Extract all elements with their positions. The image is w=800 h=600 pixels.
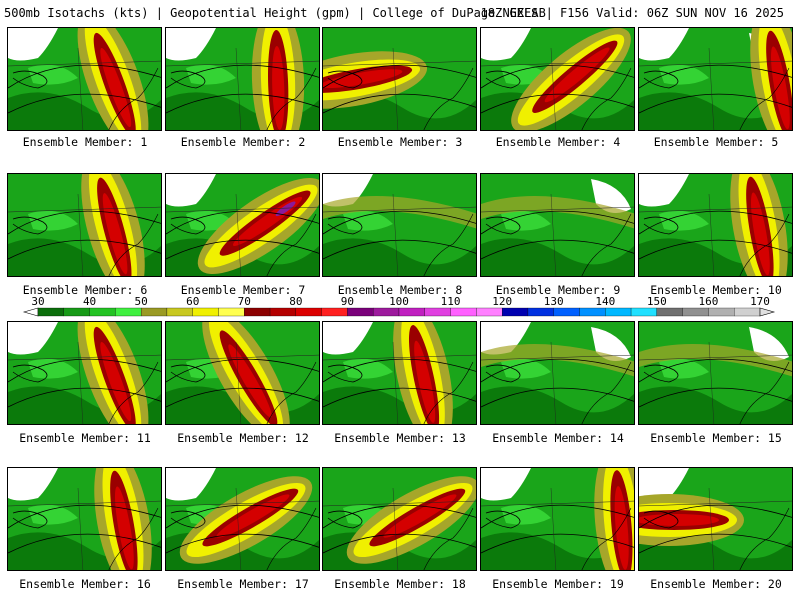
ensemble-map-panel xyxy=(480,173,635,277)
colorbar-swatch xyxy=(244,307,271,317)
run-valid-time: 18Z GEFS | F156 Valid: 06Z SUN NOV 16 20… xyxy=(480,6,784,20)
ensemble-member-label: Ensemble Member: 14 xyxy=(492,431,624,445)
colorbar-swatch xyxy=(140,307,168,317)
colorbar-left-arrow xyxy=(22,307,39,317)
ensemble-member-label: Ensemble Member: 5 xyxy=(653,135,779,149)
colorbar-swatch xyxy=(450,307,477,317)
ensemble-map-panel xyxy=(322,467,477,571)
colorbar-tick-label: 150 xyxy=(647,296,667,308)
ensemble-member-label: Ensemble Member: 10 xyxy=(650,283,782,297)
ensemble-map-panel xyxy=(322,173,477,277)
ensemble-member-label: Ensemble Member: 20 xyxy=(650,577,782,591)
ensemble-map-panel xyxy=(165,467,320,571)
colorbar-tick-label: 60 xyxy=(186,296,199,308)
ensemble-member-label: Ensemble Member: 11 xyxy=(19,431,151,445)
colorbar-swatch xyxy=(527,307,554,317)
ensemble-member-label: Ensemble Member: 9 xyxy=(495,283,621,297)
ensemble-map-panel xyxy=(638,467,793,571)
ensemble-member-label: Ensemble Member: 16 xyxy=(19,577,151,591)
colorbar-swatch xyxy=(295,307,322,317)
colorbar-swatch xyxy=(218,307,245,317)
colorbar-tick-label: 50 xyxy=(135,296,148,308)
ensemble-map-panel xyxy=(165,321,320,425)
colorbar-swatch xyxy=(373,307,400,317)
ensemble-map-panel xyxy=(7,467,162,571)
colorbar-swatch xyxy=(321,307,348,317)
ensemble-map-panel xyxy=(7,173,162,277)
colorbar-swatch xyxy=(501,307,529,317)
colorbar-tick-label: 30 xyxy=(31,296,44,308)
colorbar-swatch xyxy=(656,307,683,317)
colorbar-swatch xyxy=(476,307,503,317)
colorbar-tick-label: 170 xyxy=(750,296,770,308)
ensemble-map-panel xyxy=(480,27,635,131)
ensemble-member-label: Ensemble Member: 18 xyxy=(334,577,466,591)
colorbar-tick-label: 40 xyxy=(83,296,96,308)
colorbar-swatch xyxy=(734,307,761,317)
colorbar-swatch xyxy=(347,307,374,317)
colorbar-tick-label: 130 xyxy=(544,296,564,308)
colorbar-swatch xyxy=(192,307,219,317)
ensemble-member-label: Ensemble Member: 7 xyxy=(180,283,306,297)
colorbar-tick-label: 90 xyxy=(341,296,354,308)
colorbar-tick-label: 140 xyxy=(595,296,615,308)
ensemble-map-panel xyxy=(322,27,477,131)
colorbar-tick-label: 80 xyxy=(289,296,302,308)
colorbar-swatch xyxy=(424,307,451,317)
ensemble-member-label: Ensemble Member: 12 xyxy=(177,431,309,445)
ensemble-map-panel xyxy=(480,321,635,425)
colorbar-swatch xyxy=(37,307,64,317)
colorbar-swatch xyxy=(398,307,425,317)
colorbar-swatch xyxy=(708,307,735,317)
colorbar-tick-label: 160 xyxy=(698,296,718,308)
chart-title: 500mb Isotachs (kts) | Geopotential Heig… xyxy=(4,6,546,20)
ensemble-map-panel xyxy=(165,27,320,131)
ensemble-member-label: Ensemble Member: 1 xyxy=(22,135,148,149)
ensemble-member-label: Ensemble Member: 19 xyxy=(492,577,624,591)
colorbar-tick-label: 100 xyxy=(389,296,409,308)
ensemble-member-label: Ensemble Member: 17 xyxy=(177,577,309,591)
colorbar-swatch xyxy=(553,307,580,317)
colorbar-swatch xyxy=(605,307,632,317)
ensemble-member-label: Ensemble Member: 6 xyxy=(22,283,148,297)
colorbar-swatch xyxy=(166,307,193,317)
colorbar-swatch xyxy=(115,307,142,317)
ensemble-member-label: Ensemble Member: 8 xyxy=(337,283,463,297)
ensemble-member-label: Ensemble Member: 4 xyxy=(495,135,621,149)
colorbar-swatch xyxy=(89,307,116,317)
ensemble-map-panel xyxy=(322,321,477,425)
ensemble-member-label: Ensemble Member: 15 xyxy=(650,431,782,445)
ensemble-map-panel xyxy=(638,173,793,277)
colorbar-swatch xyxy=(63,307,90,317)
ensemble-member-label: Ensemble Member: 13 xyxy=(334,431,466,445)
colorbar-swatch xyxy=(579,307,606,317)
colorbar-tick-label: 70 xyxy=(238,296,251,308)
ensemble-map-panel xyxy=(638,27,793,131)
colorbar-swatch xyxy=(269,307,297,317)
colorbar-tick-label: 110 xyxy=(441,296,461,308)
ensemble-map-panel xyxy=(7,321,162,425)
isotach-colorbar: 30 40 50 60 70 80 90 100 110 120 130 140 150 160 170 xyxy=(22,296,776,317)
colorbar-swatch xyxy=(630,307,658,317)
colorbar-tick-label: 120 xyxy=(492,296,512,308)
ensemble-map-panel xyxy=(165,173,320,277)
colorbar-swatch xyxy=(682,307,709,317)
ensemble-map-panel xyxy=(7,27,162,131)
ensemble-map-panel xyxy=(480,467,635,571)
ensemble-member-label: Ensemble Member: 2 xyxy=(180,135,306,149)
colorbar-right-arrow xyxy=(759,307,776,317)
ensemble-map-panel xyxy=(638,321,793,425)
ensemble-member-label: Ensemble Member: 3 xyxy=(337,135,463,149)
